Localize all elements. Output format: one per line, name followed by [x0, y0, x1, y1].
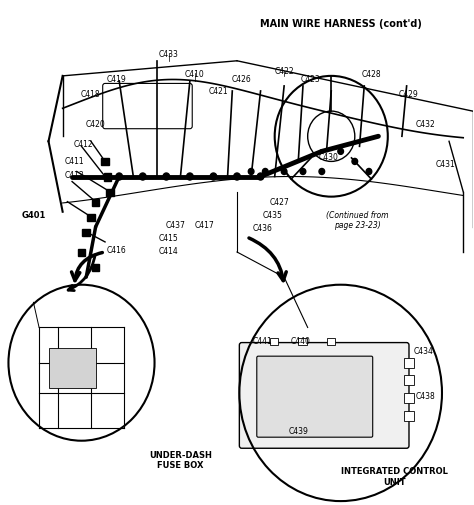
- Circle shape: [300, 169, 306, 175]
- Text: C419: C419: [107, 75, 127, 84]
- Bar: [92, 265, 100, 272]
- FancyBboxPatch shape: [239, 343, 409, 448]
- Text: C418: C418: [81, 90, 101, 99]
- Text: C441: C441: [253, 336, 273, 345]
- Text: C416: C416: [107, 245, 127, 255]
- Text: INTEGRATED CONTROL
UNIT: INTEGRATED CONTROL UNIT: [341, 466, 448, 486]
- Text: G401: G401: [21, 211, 46, 219]
- Text: C426: C426: [232, 75, 252, 84]
- Text: C422: C422: [274, 67, 294, 76]
- Circle shape: [163, 174, 170, 181]
- Bar: [404, 411, 414, 421]
- Text: C432: C432: [416, 120, 435, 129]
- Text: C435: C435: [263, 211, 283, 219]
- Circle shape: [210, 174, 217, 181]
- Circle shape: [116, 174, 122, 181]
- Text: C427: C427: [270, 198, 289, 207]
- Bar: [404, 376, 414, 386]
- Text: C437: C437: [166, 220, 186, 229]
- FancyBboxPatch shape: [257, 357, 373, 437]
- Bar: [270, 338, 278, 345]
- Text: C434: C434: [413, 346, 433, 355]
- Text: C415: C415: [159, 234, 179, 243]
- Bar: [92, 199, 100, 207]
- Text: C439: C439: [288, 426, 308, 435]
- Circle shape: [281, 169, 287, 175]
- Text: C429: C429: [399, 90, 419, 99]
- Circle shape: [338, 149, 344, 155]
- Text: C417: C417: [194, 220, 214, 229]
- Bar: [106, 189, 114, 196]
- Bar: [104, 174, 111, 181]
- Text: C436: C436: [253, 224, 273, 233]
- Bar: [404, 358, 414, 368]
- Bar: [101, 159, 109, 166]
- Bar: [87, 214, 95, 221]
- Text: C438: C438: [416, 391, 435, 400]
- Circle shape: [234, 174, 240, 181]
- Circle shape: [352, 159, 357, 165]
- Text: C410: C410: [185, 70, 204, 79]
- Circle shape: [187, 174, 193, 181]
- Text: C420: C420: [86, 120, 106, 129]
- Text: C431: C431: [436, 160, 455, 169]
- Text: C440: C440: [291, 336, 310, 345]
- Text: C423: C423: [300, 75, 320, 84]
- Text: C414: C414: [159, 247, 179, 256]
- Text: C430: C430: [319, 153, 339, 162]
- Circle shape: [248, 169, 254, 175]
- Circle shape: [263, 169, 268, 175]
- Bar: [78, 249, 85, 257]
- Text: MAIN WIRE HARNESS (cont'd): MAIN WIRE HARNESS (cont'd): [260, 19, 421, 29]
- Text: C411: C411: [64, 157, 84, 166]
- Bar: [327, 338, 335, 345]
- Circle shape: [257, 174, 264, 181]
- Bar: [298, 338, 307, 345]
- Circle shape: [139, 174, 146, 181]
- Text: C412: C412: [74, 140, 94, 149]
- Bar: [48, 348, 96, 388]
- Circle shape: [319, 169, 325, 175]
- Text: C413: C413: [64, 170, 84, 179]
- Text: (Continued from
page 23-23): (Continued from page 23-23): [326, 210, 388, 230]
- Bar: [404, 393, 414, 403]
- Circle shape: [366, 169, 372, 175]
- Text: C428: C428: [362, 70, 381, 79]
- Text: UNDER-DASH
FUSE BOX: UNDER-DASH FUSE BOX: [149, 450, 212, 469]
- Text: C433: C433: [159, 49, 179, 59]
- Bar: [82, 229, 90, 236]
- Text: C421: C421: [209, 87, 228, 96]
